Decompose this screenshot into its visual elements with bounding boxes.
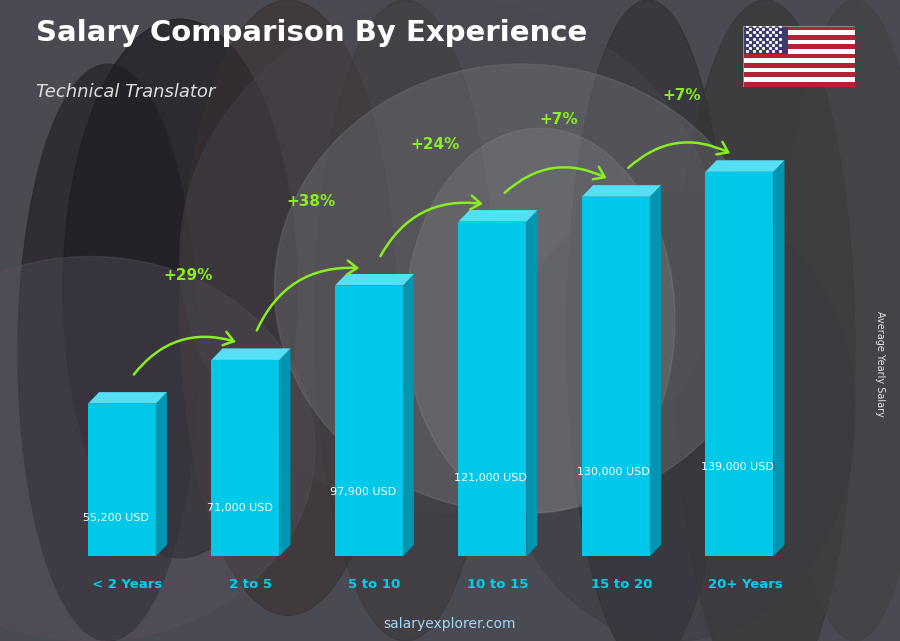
Polygon shape	[458, 210, 537, 222]
Text: 97,900 USD: 97,900 USD	[330, 487, 396, 497]
Polygon shape	[212, 349, 291, 360]
Ellipse shape	[18, 64, 198, 641]
Text: 2 to 5: 2 to 5	[230, 578, 273, 590]
Bar	[742, 30, 855, 35]
Ellipse shape	[180, 0, 396, 615]
Text: salaryexplorer.com: salaryexplorer.com	[383, 617, 517, 631]
Ellipse shape	[180, 0, 720, 513]
Polygon shape	[773, 160, 785, 556]
Bar	[335, 285, 403, 556]
Text: Technical Translator: Technical Translator	[36, 83, 215, 101]
Text: Average Yearly Salary: Average Yearly Salary	[875, 311, 886, 417]
Text: 121,000 USD: 121,000 USD	[454, 472, 526, 483]
Polygon shape	[156, 392, 167, 556]
Text: +24%: +24%	[410, 137, 460, 153]
Text: +29%: +29%	[163, 268, 212, 283]
Ellipse shape	[405, 128, 675, 513]
FancyArrowPatch shape	[505, 167, 605, 193]
Polygon shape	[706, 160, 785, 172]
Polygon shape	[88, 392, 167, 404]
Text: 55,200 USD: 55,200 USD	[83, 513, 148, 523]
Text: 5 to 10: 5 to 10	[348, 578, 400, 590]
Ellipse shape	[274, 64, 770, 513]
Polygon shape	[650, 185, 661, 556]
Bar	[706, 172, 773, 556]
Bar	[88, 404, 156, 556]
Ellipse shape	[495, 192, 855, 641]
FancyArrowPatch shape	[134, 332, 234, 374]
Text: < 2 Years: < 2 Years	[93, 578, 163, 590]
FancyArrowPatch shape	[256, 260, 357, 331]
FancyArrowPatch shape	[381, 196, 481, 256]
Bar	[742, 26, 788, 54]
Text: 71,000 USD: 71,000 USD	[206, 503, 273, 513]
Ellipse shape	[675, 0, 855, 641]
Bar	[742, 82, 855, 87]
Bar	[742, 26, 855, 30]
Text: +7%: +7%	[662, 88, 701, 103]
Bar	[742, 77, 855, 82]
FancyArrowPatch shape	[628, 142, 728, 168]
Bar	[742, 44, 855, 49]
Bar	[458, 222, 526, 556]
Bar	[742, 68, 855, 72]
Polygon shape	[526, 210, 537, 556]
Polygon shape	[403, 274, 414, 556]
Bar	[582, 197, 650, 556]
Bar	[212, 360, 279, 556]
Ellipse shape	[315, 0, 495, 641]
Bar	[742, 58, 855, 63]
Text: +7%: +7%	[539, 112, 578, 128]
Polygon shape	[582, 185, 661, 197]
Text: 15 to 20: 15 to 20	[590, 578, 652, 590]
Bar	[742, 72, 855, 77]
Ellipse shape	[567, 0, 729, 641]
Bar	[742, 49, 855, 54]
Bar	[742, 40, 855, 44]
Text: 20+ Years: 20+ Years	[707, 578, 782, 590]
Polygon shape	[335, 274, 414, 285]
Bar	[742, 35, 855, 40]
Text: +38%: +38%	[287, 194, 336, 208]
Polygon shape	[279, 349, 291, 556]
Ellipse shape	[0, 256, 315, 641]
Text: Salary Comparison By Experience: Salary Comparison By Experience	[36, 19, 587, 47]
Text: 139,000 USD: 139,000 USD	[700, 462, 773, 472]
Text: 10 to 15: 10 to 15	[467, 578, 528, 590]
Ellipse shape	[783, 0, 900, 641]
Bar	[742, 54, 855, 58]
Text: 130,000 USD: 130,000 USD	[577, 467, 650, 478]
Bar	[742, 63, 855, 68]
Ellipse shape	[63, 19, 297, 558]
